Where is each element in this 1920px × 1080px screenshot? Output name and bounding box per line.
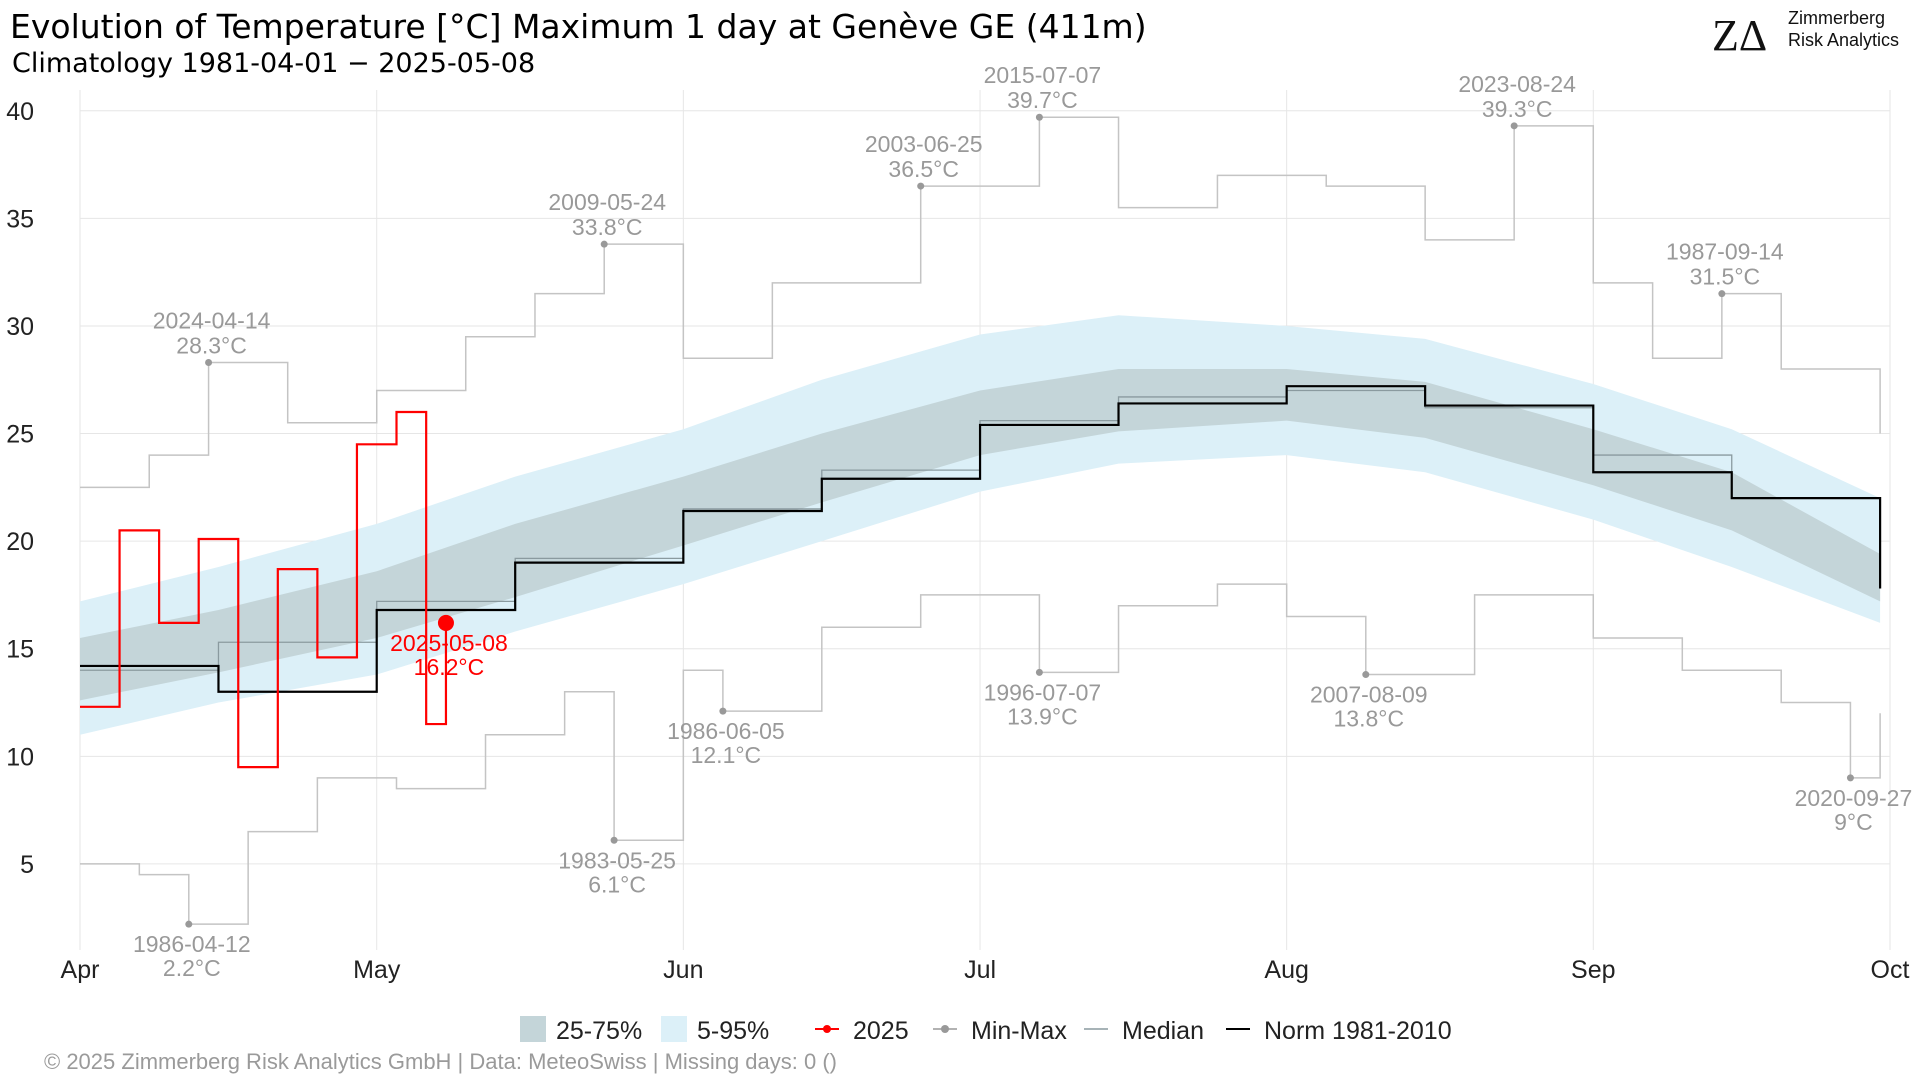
- record-point: [1846, 774, 1854, 782]
- annotation-date: 2015-07-07: [984, 62, 1102, 88]
- x-axis: Apr May Jun Jul Aug Sep Oct: [61, 956, 1910, 984]
- series-min: [80, 583, 1881, 925]
- x-tick-label: Sep: [1571, 956, 1615, 984]
- annotation-date: 2003-06-25: [865, 131, 983, 157]
- legend-label-median: Median: [1122, 1017, 1204, 1045]
- legend-label-band_5_95: 5-95%: [697, 1017, 769, 1045]
- y-tick-label: 40: [6, 98, 34, 126]
- y-tick-label: 35: [6, 205, 34, 233]
- annotation-value: 39.3°C: [1482, 96, 1553, 122]
- x-tick-label: Jun: [663, 956, 703, 984]
- series-lines: [80, 116, 1882, 925]
- annotation-value: 2.2°C: [163, 955, 221, 981]
- annotation-value: 13.8°C: [1334, 706, 1405, 732]
- legend-swatch-band_5_95: [661, 1016, 687, 1042]
- y-tick-label: 5: [20, 851, 34, 879]
- x-tick-label: Aug: [1264, 956, 1308, 984]
- series-norm: [80, 385, 1882, 693]
- chart-title: Evolution of Temperature [°C] Maximum 1 …: [10, 7, 1147, 46]
- annotation-date: 2024-04-14: [153, 308, 271, 334]
- legend-dot-minmax: [941, 1025, 949, 1033]
- logo-line2: Risk Analytics: [1788, 30, 1899, 50]
- logo-mark: ZΔ: [1712, 11, 1767, 60]
- record-point: [1035, 113, 1043, 121]
- record-point: [610, 836, 618, 844]
- annotation-value: 28.3°C: [176, 333, 247, 359]
- record-point: [1362, 671, 1370, 679]
- y-tick-label: 30: [6, 313, 34, 341]
- series-max: [80, 116, 1881, 489]
- record-point: [1035, 668, 1043, 676]
- logo: ZΔ Zimmerberg Risk Analytics: [1712, 8, 1899, 60]
- record-point: [719, 707, 727, 715]
- annotation-date: 1983-05-25: [558, 847, 676, 873]
- record-point: [917, 182, 925, 190]
- annotation-value: 36.5°C: [888, 156, 959, 182]
- annotation-date: 2020-09-27: [1795, 785, 1913, 811]
- annotation-value: 39.7°C: [1007, 87, 1078, 113]
- record-point: [185, 920, 193, 928]
- current-point: [437, 614, 454, 631]
- legend-label-norm: Norm 1981-2010: [1264, 1017, 1452, 1045]
- y-axis: 5 10 15 20 25 30 35 40: [6, 98, 34, 879]
- annotation-date: 1996-07-07: [984, 679, 1102, 705]
- annotation-value: 6.1°C: [588, 871, 646, 897]
- logo-line1: Zimmerberg: [1788, 8, 1885, 28]
- annotation-value: 9°C: [1834, 809, 1873, 835]
- x-tick-label: May: [353, 956, 401, 984]
- series-current: [80, 410, 448, 769]
- record-point: [1510, 122, 1518, 130]
- annotation-date: 2023-08-24: [1458, 71, 1576, 97]
- y-tick-label: 25: [6, 421, 34, 449]
- legend-label-minmax: Min-Max: [971, 1017, 1067, 1045]
- record-point: [600, 240, 608, 248]
- y-tick-label: 15: [6, 636, 34, 664]
- x-tick-label: Jul: [964, 956, 996, 984]
- annotation-value: 13.9°C: [1007, 703, 1078, 729]
- x-tick-label: Apr: [61, 956, 100, 984]
- y-tick-label: 20: [6, 528, 34, 556]
- annotation-date: 2007-08-09: [1310, 682, 1428, 708]
- annotation-date: 1986-04-12: [133, 931, 251, 957]
- annotation-value: 33.8°C: [572, 214, 643, 240]
- legend-label-current: 2025: [853, 1017, 909, 1045]
- annotation-date: 1986-06-05: [667, 718, 785, 744]
- record-point: [205, 359, 213, 367]
- y-tick-label: 10: [6, 743, 34, 771]
- annotation-date: 1987-09-14: [1666, 239, 1784, 265]
- chart-subtitle: Climatology 1981-04-01 − 2025-05-08: [12, 48, 535, 79]
- legend-swatch-band_25_75: [520, 1016, 546, 1042]
- annotation-date: 2009-05-24: [548, 189, 666, 215]
- annotation-value: 31.5°C: [1690, 264, 1761, 290]
- x-tick-label: Oct: [1871, 956, 1910, 984]
- annotation-date: 2025-05-08: [390, 630, 508, 656]
- annotation-value: 12.1°C: [691, 742, 762, 768]
- legend-label-band_25_75: 25-75%: [556, 1017, 642, 1045]
- record-point: [1718, 290, 1726, 298]
- legend: 25-75% 5-95% 2025 Min-Max Median Norm 1981-20…: [520, 1016, 1452, 1045]
- annotation-value: 16.2°C: [414, 654, 485, 680]
- footer-caption: © 2025 Zimmerberg Risk Analytics GmbH | …: [44, 1049, 837, 1074]
- legend-dot-current: [823, 1025, 831, 1033]
